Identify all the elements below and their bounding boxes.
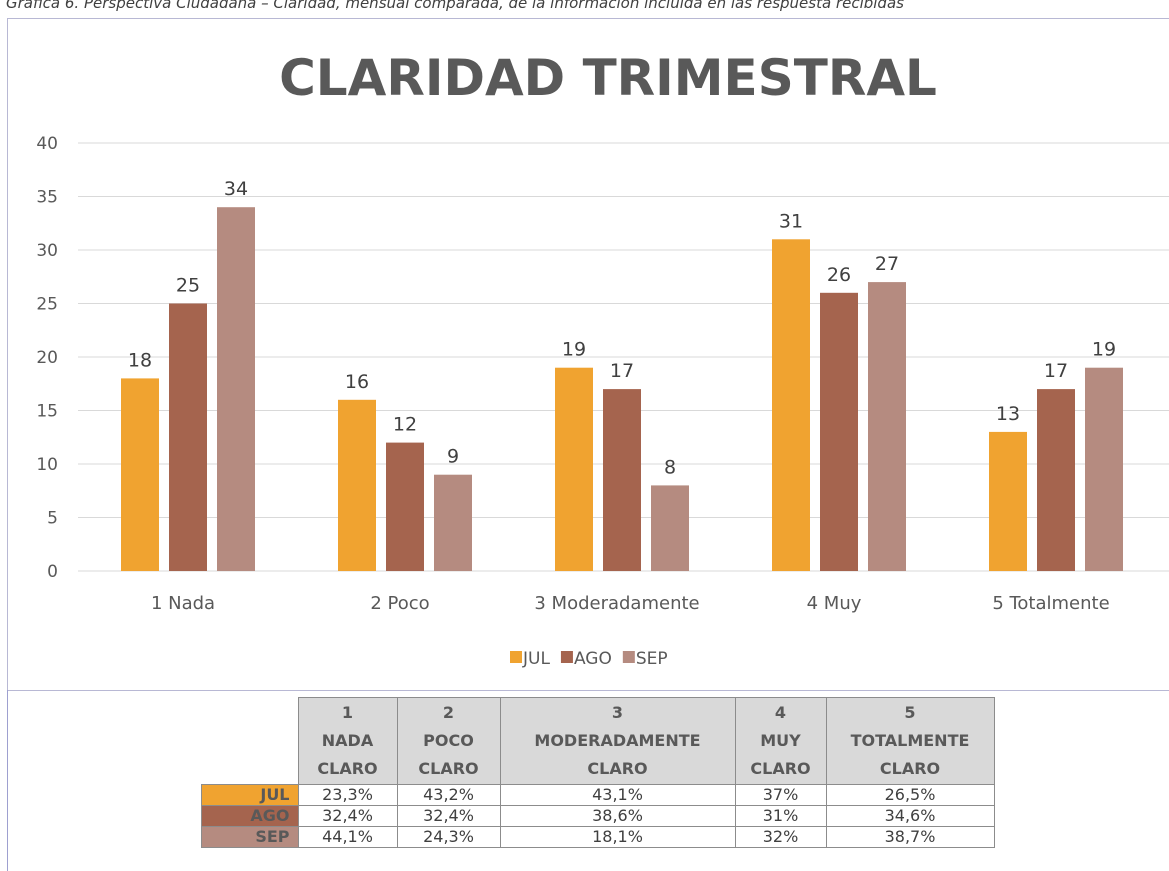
bar — [121, 378, 159, 571]
header-line: 3 — [611, 703, 624, 722]
cell: 43,2% — [396, 784, 501, 806]
data-label: 12 — [393, 414, 417, 436]
y-tick-label: 10 — [36, 455, 58, 475]
data-table: 1 NADA CLARO 2 POCO CLARO 3 MODERADAMENTE CLARO 4… — [201, 697, 995, 848]
bar — [772, 239, 810, 572]
x-tick-label: 1 Nada — [151, 593, 215, 614]
header-line: 5 — [904, 703, 916, 722]
y-tick-label: 30 — [36, 241, 58, 261]
bar — [555, 367, 593, 571]
bar — [603, 389, 641, 571]
chart-title: CLARIDAD TRIMESTRAL — [279, 49, 937, 107]
header-line: CLARO — [750, 759, 811, 778]
header-line: TOTALMENTE — [850, 731, 970, 750]
cell: 23,3% — [297, 784, 398, 806]
header-cell: 1 NADA CLARO — [297, 697, 398, 785]
header-line: CLARO — [317, 759, 378, 778]
cell: 26,5% — [825, 784, 995, 806]
bar — [1037, 389, 1075, 571]
bar — [868, 282, 906, 571]
header-line: CLARO — [418, 759, 479, 778]
header-row: 1 NADA CLARO 2 POCO CLARO 3 MODERADAMENTE CLARO 4… — [201, 697, 995, 785]
bar — [338, 399, 376, 571]
chart-frame — [7, 18, 1169, 691]
header-line: MODERADAMENTE — [534, 731, 701, 750]
legend-swatch — [560, 651, 573, 663]
legend-label: AGO — [574, 649, 612, 669]
x-tick-label: 5 Totalmente — [992, 593, 1109, 614]
data-label: 19 — [562, 339, 586, 361]
cell: 32,4% — [297, 805, 398, 827]
cell: 32% — [734, 826, 827, 848]
row: AGO 32,4% 32,4% 38,6% 31% 34,6% — [201, 805, 995, 827]
cell: 43,1% — [499, 784, 736, 806]
y-tick-label: 15 — [36, 402, 58, 422]
header-line: CLARO — [587, 759, 648, 778]
bar — [1085, 367, 1123, 571]
data-label: 9 — [447, 446, 459, 468]
x-tick-label: 2 Poco — [370, 593, 429, 614]
x-tick-label: 3 Moderadamente — [534, 593, 699, 614]
bar — [434, 474, 472, 571]
header-line: NADA — [321, 731, 374, 750]
x-tick-label: 4 Muy — [807, 593, 862, 614]
y-tick-label: 35 — [36, 188, 58, 208]
cell: 24,3% — [396, 826, 501, 848]
bar — [989, 431, 1027, 571]
cell: 18,1% — [499, 826, 736, 848]
header-line: POCO — [423, 731, 474, 750]
data-label: 16 — [345, 371, 369, 393]
cell: 34,6% — [825, 805, 995, 827]
cell: 38,7% — [825, 826, 995, 848]
row: JUL 23,3% 43,2% 43,1% 37% 26,5% — [201, 784, 995, 806]
header-line: 2 — [442, 703, 455, 722]
data-label: 13 — [996, 403, 1020, 425]
row-label: JUL — [201, 784, 299, 806]
header-cell: 4 MUY CLARO — [734, 697, 827, 785]
cell: 44,1% — [297, 826, 398, 848]
legend-label: SEP — [636, 649, 668, 669]
data-label: 26 — [827, 264, 851, 286]
data-label: 17 — [1044, 360, 1068, 382]
data-label: 18 — [128, 349, 152, 371]
caption: Gráfica 6. Perspectiva Ciudadana – Clari… — [6, 0, 904, 12]
legend-swatch — [622, 651, 635, 663]
cell: 38,6% — [499, 805, 736, 827]
cell: 32,4% — [396, 805, 501, 827]
y-tick-label: 25 — [36, 295, 58, 315]
header-line: MUY — [760, 731, 801, 750]
y-tick-label: 20 — [36, 348, 58, 368]
header-cell: 5 TOTALMENTE CLARO — [825, 697, 995, 785]
legend-label: JUL — [522, 649, 550, 669]
header-line: CLARO — [879, 759, 941, 778]
header-cell: 3 MODERADAMENTE CLARO — [499, 697, 736, 785]
data-label: 8 — [664, 456, 676, 478]
legend-swatch — [510, 651, 522, 663]
corner — [201, 697, 298, 785]
data-label: 31 — [779, 210, 803, 232]
row: SEP 44,1% 24,3% 18,1% 32% 38,7% — [201, 826, 995, 848]
bar — [386, 442, 424, 571]
row-label: AGO — [201, 805, 299, 827]
header-line: 4 — [774, 703, 787, 722]
row-label: SEP — [201, 826, 299, 848]
cell: 31% — [734, 805, 827, 827]
bar — [820, 292, 858, 571]
data-label: 34 — [224, 178, 248, 200]
cell: 37% — [734, 784, 827, 806]
header-cell: 2 POCO CLARO — [396, 697, 501, 785]
data-label: 17 — [610, 360, 634, 382]
bar — [217, 207, 255, 571]
bar — [169, 303, 207, 571]
y-tick-label: 5 — [47, 509, 58, 529]
y-tick-label: 0 — [47, 562, 58, 582]
y-tick-label: 40 — [36, 134, 58, 154]
data-label: 27 — [875, 253, 899, 275]
bar — [651, 485, 689, 571]
data-label: 25 — [176, 275, 200, 297]
header-line: 1 — [341, 703, 354, 722]
data-label: 19 — [1092, 339, 1116, 361]
